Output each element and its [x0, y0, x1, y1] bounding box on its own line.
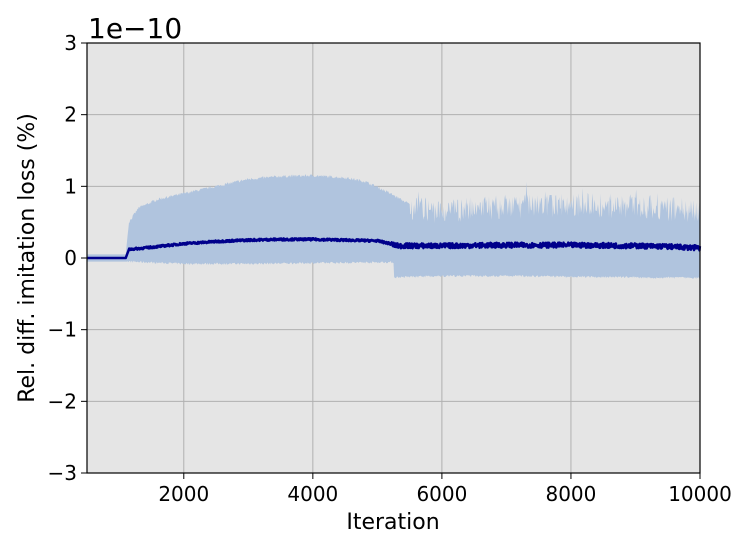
y-tick-label: −1 — [48, 318, 77, 342]
x-axis-label: Iteration — [346, 510, 439, 535]
y-tick-label: 0 — [64, 246, 77, 270]
y-tick-label: 2 — [64, 103, 77, 127]
mean-series — [86, 237, 702, 260]
y-axis-label: Rel. diff. imitation loss (%) — [15, 113, 40, 403]
y-tick-label: −2 — [48, 389, 77, 413]
x-tick-label: 8000 — [545, 482, 596, 506]
x-tick-label: 4000 — [287, 482, 338, 506]
x-tick-label: 2000 — [158, 482, 209, 506]
y-tick-label: 3 — [64, 31, 77, 55]
x-tick-label: 6000 — [416, 482, 467, 506]
y-axis-ticks: −3 −2 −1 0 1 2 3 — [48, 31, 87, 485]
std-band-area — [87, 174, 700, 280]
mean-line — [86, 237, 702, 260]
y-offset-label: 1e−10 — [88, 12, 182, 45]
x-tick-label: 10000 — [668, 482, 732, 506]
y-tick-label: −3 — [48, 461, 77, 485]
y-tick-label: 1 — [64, 174, 77, 198]
x-axis-ticks: 2000 4000 6000 8000 10000 — [158, 473, 732, 506]
std-band — [87, 174, 700, 280]
